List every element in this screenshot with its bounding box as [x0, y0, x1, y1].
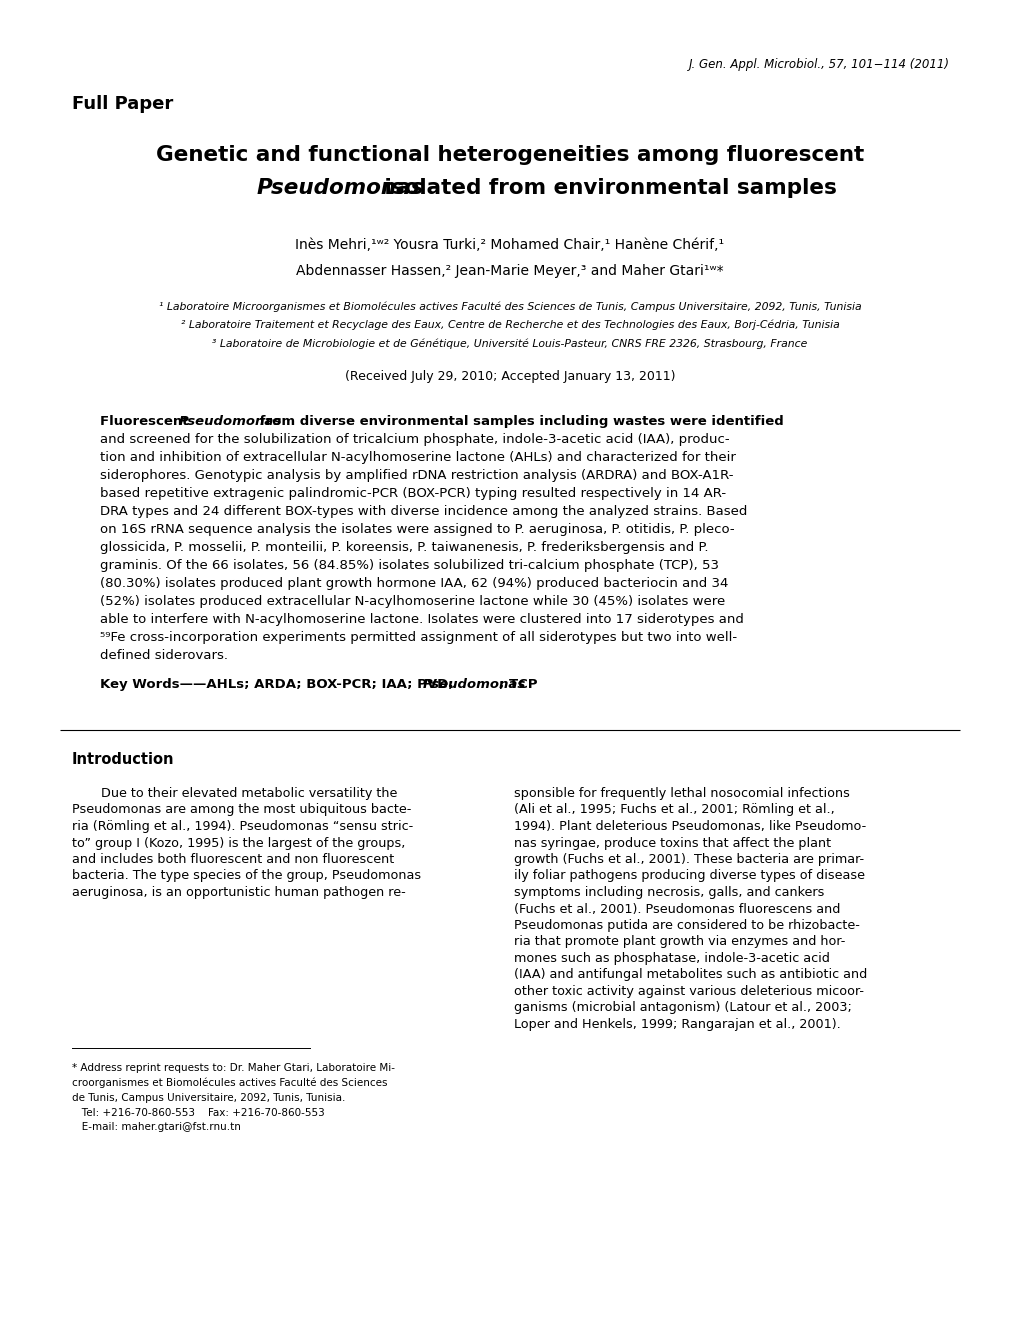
Text: ² Laboratoire Traitement et Recyclage des Eaux, Centre de Recherche et des Techn: ² Laboratoire Traitement et Recyclage de…	[180, 320, 839, 331]
Text: (Fuchs et al., 2001). Pseudomonas fluorescens and: (Fuchs et al., 2001). Pseudomonas fluore…	[514, 903, 840, 915]
Text: based repetitive extragenic palindromic-PCR (BOX-PCR) typing resulted respective: based repetitive extragenic palindromic-…	[100, 487, 726, 501]
Text: bacteria. The type species of the group, Pseudomonas: bacteria. The type species of the group,…	[72, 870, 421, 883]
Text: Tel: +216-70-860-553    Fax: +216-70-860-553: Tel: +216-70-860-553 Fax: +216-70-860-55…	[72, 1108, 324, 1118]
Text: Loper and Henkels, 1999; Rangarajan et al., 2001).: Loper and Henkels, 1999; Rangarajan et a…	[514, 1019, 840, 1031]
Text: growth (Fuchs et al., 2001). These bacteria are primar-: growth (Fuchs et al., 2001). These bacte…	[514, 853, 863, 866]
Text: to” group I (Kozo, 1995) is the largest of the groups,: to” group I (Kozo, 1995) is the largest …	[72, 837, 405, 850]
Text: ³ Laboratoire de Microbiologie et de Génétique, Université Louis-Pasteur, CNRS F: ³ Laboratoire de Microbiologie et de Gén…	[212, 339, 807, 348]
Text: aeruginosa, is an opportunistic human pathogen re-: aeruginosa, is an opportunistic human pa…	[72, 886, 406, 899]
Text: (52%) isolates produced extracellular N-acylhomoserine lactone while 30 (45%) is: (52%) isolates produced extracellular N-…	[100, 595, 725, 608]
Text: Pseudomonas: Pseudomonas	[257, 178, 424, 198]
Text: glossicida, P. mosselii, P. monteilii, P. koreensis, P. taiwanenesis, P. frederi: glossicida, P. mosselii, P. monteilii, P…	[100, 540, 708, 554]
Text: Key Words——AHLs; ARDA; BOX-PCR; IAA; PVD;: Key Words——AHLs; ARDA; BOX-PCR; IAA; PVD…	[100, 679, 458, 691]
Text: ¹ Laboratoire Microorganismes et Biomolécules actives Faculté des Sciences de Tu: ¹ Laboratoire Microorganismes et Biomolé…	[159, 301, 860, 312]
Text: and includes both fluorescent and non fluorescent: and includes both fluorescent and non fl…	[72, 853, 394, 866]
Text: ganisms (microbial antagonism) (Latour et al., 2003;: ganisms (microbial antagonism) (Latour e…	[514, 1001, 851, 1015]
Text: (IAA) and antifungal metabolites such as antibiotic and: (IAA) and antifungal metabolites such as…	[514, 968, 866, 981]
Text: sponsible for frequently lethal nosocomial infections: sponsible for frequently lethal nosocomi…	[514, 788, 849, 799]
Text: E-mail: maher.gtari@fst.rnu.tn: E-mail: maher.gtari@fst.rnu.tn	[72, 1122, 240, 1131]
Text: and screened for the solubilization of tricalcium phosphate, indole-3-acetic aci: and screened for the solubilization of t…	[100, 433, 729, 446]
Text: Fluorescent: Fluorescent	[100, 414, 193, 428]
Text: Genetic and functional heterogeneities among fluorescent: Genetic and functional heterogeneities a…	[156, 145, 863, 165]
Text: isolated from environmental samples: isolated from environmental samples	[377, 178, 837, 198]
Text: nas syringae, produce toxins that affect the plant: nas syringae, produce toxins that affect…	[514, 837, 830, 850]
Text: Full Paper: Full Paper	[72, 96, 173, 113]
Text: Pseudomonas: Pseudomonas	[422, 679, 525, 691]
Text: Pseudomonas are among the most ubiquitous bacte-: Pseudomonas are among the most ubiquitou…	[72, 803, 411, 817]
Text: tion and inhibition of extracellular N-acylhomoserine lactone (AHLs) and charact: tion and inhibition of extracellular N-a…	[100, 452, 735, 463]
Text: J. Gen. Appl. Microbiol., 57, 101−114 (2011): J. Gen. Appl. Microbiol., 57, 101−114 (2…	[688, 58, 949, 70]
Text: (80.30%) isolates produced plant growth hormone IAA, 62 (94%) produced bacterioc: (80.30%) isolates produced plant growth …	[100, 576, 728, 590]
Text: ; TCP: ; TCP	[498, 679, 537, 691]
Text: Inès Mehri,¹ʷ² Yousra Turki,² Mohamed Chair,¹ Hanène Chérif,¹: Inès Mehri,¹ʷ² Yousra Turki,² Mohamed Ch…	[296, 238, 723, 252]
Text: able to interfere with N-acylhomoserine lactone. Isolates were clustered into 17: able to interfere with N-acylhomoserine …	[100, 614, 743, 625]
Text: Pseudomonas: Pseudomonas	[178, 414, 281, 428]
Text: ily foliar pathogens producing diverse types of disease: ily foliar pathogens producing diverse t…	[514, 870, 864, 883]
Text: (Ali et al., 1995; Fuchs et al., 2001; Römling et al.,: (Ali et al., 1995; Fuchs et al., 2001; R…	[514, 803, 834, 817]
Text: mones such as phosphatase, indole-3-acetic acid: mones such as phosphatase, indole-3-acet…	[514, 952, 829, 965]
Text: DRA types and 24 different BOX-types with diverse incidence among the analyzed s: DRA types and 24 different BOX-types wit…	[100, 505, 747, 518]
Text: siderophores. Genotypic analysis by amplified rDNA restriction analysis (ARDRA) : siderophores. Genotypic analysis by ampl…	[100, 469, 733, 482]
Text: ⁵⁹Fe cross-incorporation experiments permitted assignment of all siderotypes but: ⁵⁹Fe cross-incorporation experiments per…	[100, 631, 737, 644]
Text: ria that promote plant growth via enzymes and hor-: ria that promote plant growth via enzyme…	[514, 935, 845, 948]
Text: ria (Römling et al., 1994). Pseudomonas “sensu stric-: ria (Römling et al., 1994). Pseudomonas …	[72, 819, 413, 833]
Text: (Received July 29, 2010; Accepted January 13, 2011): (Received July 29, 2010; Accepted Januar…	[344, 371, 675, 382]
Text: croorganismes et Biomolécules actives Faculté des Sciences: croorganismes et Biomolécules actives Fa…	[72, 1078, 387, 1089]
Text: defined siderovars.: defined siderovars.	[100, 649, 228, 661]
Text: symptoms including necrosis, galls, and cankers: symptoms including necrosis, galls, and …	[514, 886, 823, 899]
Text: Due to their elevated metabolic versatility the: Due to their elevated metabolic versatil…	[101, 788, 396, 799]
Text: de Tunis, Campus Universitaire, 2092, Tunis, Tunisia.: de Tunis, Campus Universitaire, 2092, Tu…	[72, 1093, 345, 1104]
Text: from diverse environmental samples including wastes were identified: from diverse environmental samples inclu…	[255, 414, 783, 428]
Text: Introduction: Introduction	[72, 752, 174, 768]
Text: other toxic activity against various deleterious micoor-: other toxic activity against various del…	[514, 985, 863, 999]
Text: 1994). Plant deleterious Pseudomonas, like Pseudomo-: 1994). Plant deleterious Pseudomonas, li…	[514, 819, 865, 833]
Text: graminis. Of the 66 isolates, 56 (84.85%) isolates solubilized tri-calcium phosp: graminis. Of the 66 isolates, 56 (84.85%…	[100, 559, 718, 572]
Text: Abdennasser Hassen,² Jean-Marie Meyer,³ and Maher Gtari¹ʷ*: Abdennasser Hassen,² Jean-Marie Meyer,³ …	[296, 264, 723, 278]
Text: * Address reprint requests to: Dr. Maher Gtari, Laboratoire Mi-: * Address reprint requests to: Dr. Maher…	[72, 1062, 394, 1073]
Text: Pseudomonas putida are considered to be rhizobacte-: Pseudomonas putida are considered to be …	[514, 919, 859, 932]
Text: on 16S rRNA sequence analysis the isolates were assigned to P. aeruginosa, P. ot: on 16S rRNA sequence analysis the isolat…	[100, 523, 734, 537]
